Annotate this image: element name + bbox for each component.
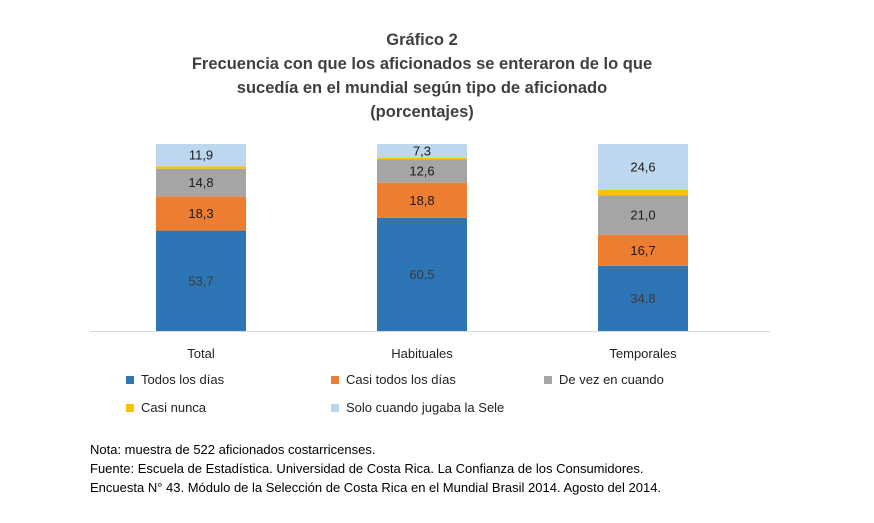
note-survey: Encuesta N° 43. Módulo de la Selección d…	[90, 480, 662, 495]
title-line-4: (porcentajes)	[370, 103, 474, 121]
bar-temporales-solo-cuando-jugaba-la-sele	[598, 144, 688, 191]
chart-notes: Nota: muestra de 522 aficionados costarr…	[90, 440, 661, 497]
legend-item-casi-todos-los-dias: Casi todos los días	[331, 372, 456, 387]
legend-label: Todos los días	[141, 372, 225, 387]
category-label-temporales: Temporales	[609, 346, 677, 361]
bar-habituales-casi-todos-los-dias	[377, 182, 467, 218]
bar-total-de-vez-en-cuando	[156, 168, 246, 197]
data-label-habituales-todos-los-dias: 60,5	[409, 267, 434, 282]
bar-habituales-casi-nunca	[377, 157, 467, 160]
legend-swatch	[126, 403, 134, 412]
bar-temporales-de-vez-en-cuando	[598, 195, 688, 235]
bar-total-solo-cuando-jugaba-la-sele	[156, 144, 246, 167]
data-label-habituales-casi-todos-los-dias: 18,8	[409, 193, 434, 208]
data-label-temporales-todos-los-dias: 34,8	[630, 291, 655, 306]
data-label-temporales-casi-todos-los-dias: 16,7	[630, 243, 655, 258]
title-line-3: sucedía en el mundial según tipo de afic…	[236, 79, 608, 97]
legend-swatch	[126, 375, 134, 384]
legend-label: De vez en cuando	[559, 372, 664, 387]
chart-title: Gráfico 2 Frecuencia con que los aficion…	[0, 28, 844, 124]
legend-label: Casi nunca	[141, 400, 207, 415]
legend-swatch	[331, 403, 339, 412]
data-label-habituales-de-vez-en-cuando: 12,6	[409, 163, 434, 178]
data-label-total-solo-cuando-jugaba-la-sele: 11,9	[189, 148, 213, 163]
bar-temporales-casi-nunca	[598, 190, 688, 196]
legend-swatch	[544, 375, 552, 384]
data-label-total-de-vez-en-cuando: 14,8	[188, 175, 213, 190]
data-label-habituales-solo-cuando-jugaba-la-sele: 7,3	[413, 143, 431, 158]
data-label-total-todos-los-dias: 53,7	[188, 273, 213, 288]
bar-habituales-de-vez-en-cuando	[377, 159, 467, 183]
title-line-1: Gráfico 2	[386, 31, 458, 49]
bar-habituales-todos-los-dias	[377, 217, 467, 331]
legend-label: Solo cuando jugaba la Sele	[346, 400, 505, 415]
bar-total-casi-nunca	[156, 166, 246, 169]
category-label-habituales: Habituales	[391, 346, 453, 361]
stacked-bar-chart: 53,7 18,3 14,8 11,9 Total 60,5 18,8 12,6 7,3 Habi…	[90, 143, 770, 361]
bar-temporales-todos-los-dias	[598, 265, 688, 331]
category-label-total: Total	[187, 346, 215, 361]
bar-habituales-solo-cuando-jugaba-la-sele	[377, 144, 467, 158]
bar-total-todos-los-dias	[156, 230, 246, 331]
legend-item-casi-nunca: Casi nunca	[126, 400, 206, 415]
bar-total-casi-todos-los-dias	[156, 196, 246, 231]
legend-swatch	[331, 375, 339, 384]
legend-item-solo-cuando-jugaba-la-sele: Solo cuando jugaba la Sele	[331, 400, 504, 415]
title-line-2: Frecuencia con que los aficionados se en…	[191, 55, 653, 73]
data-label-temporales-de-vez-en-cuando: 21,0	[630, 208, 655, 223]
legend-item-de-vez-en-cuando: De vez en cuando	[544, 372, 664, 387]
note-source: Fuente: Escuela de Estadística. Universi…	[90, 461, 644, 476]
bar-temporales-casi-todos-los-dias	[598, 234, 688, 266]
legend-item-todos-los-dias: Todos los días	[126, 372, 224, 387]
note-sample: Nota: muestra de 522 aficionados costarr…	[90, 442, 376, 457]
data-label-temporales-solo-cuando-jugaba-la-sele: 24,6	[630, 160, 655, 175]
data-label-total-casi-todos-los-dias: 18,3	[188, 206, 213, 221]
legend-label: Casi todos los días	[346, 372, 456, 387]
